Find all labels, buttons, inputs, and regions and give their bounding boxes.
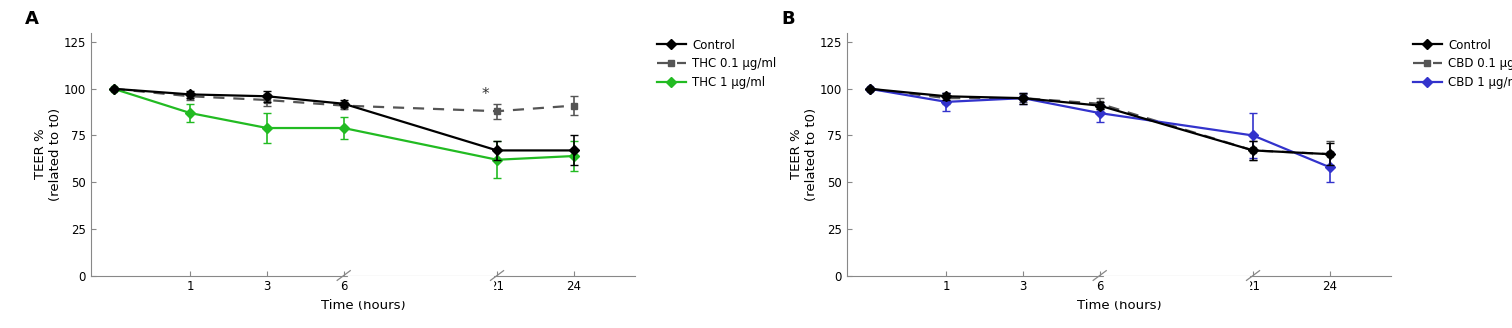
Y-axis label: TEER %
(related to t0): TEER % (related to t0)	[791, 108, 818, 201]
Legend: Control, CBD 0.1 μg/ml, CBD 1 μg/ml: Control, CBD 0.1 μg/ml, CBD 1 μg/ml	[1408, 34, 1512, 94]
Legend: Control, THC 0.1 μg/ml, THC 1 μg/ml: Control, THC 0.1 μg/ml, THC 1 μg/ml	[652, 34, 780, 94]
Bar	[1104, 276, 1249, 300]
Text: B: B	[782, 10, 795, 28]
Y-axis label: TEER %
(related to t0): TEER % (related to t0)	[35, 108, 62, 201]
Bar	[348, 276, 493, 300]
X-axis label: Time (hours): Time (hours)	[1077, 299, 1161, 312]
Text: A: A	[26, 10, 39, 28]
Text: *: *	[482, 87, 490, 102]
X-axis label: Time (hours): Time (hours)	[321, 299, 405, 312]
